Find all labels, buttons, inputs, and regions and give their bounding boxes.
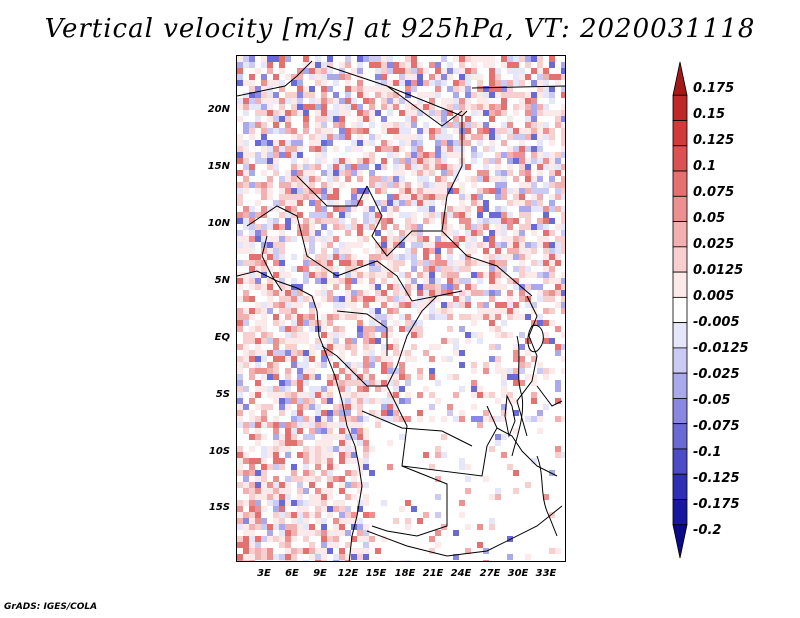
- lat-label: 10S: [208, 446, 230, 457]
- colorbar-swatch: [672, 499, 688, 526]
- lat-label: 15S: [208, 502, 230, 513]
- border-line: [371, 465, 448, 537]
- lon-label: 12E: [337, 568, 359, 579]
- colorbar-swatch: [672, 398, 688, 425]
- border-line: [246, 205, 338, 277]
- colorbar-label: 0.15: [693, 107, 726, 122]
- border-line: [361, 410, 473, 447]
- colorbar-label: 0.075: [693, 185, 735, 200]
- colorbar-label: 0.0125: [693, 263, 744, 278]
- colorbar-label: 0.05: [693, 211, 726, 226]
- colorbar-label: -0.005: [693, 315, 740, 330]
- colorbar: [672, 61, 688, 559]
- border-line: [321, 295, 438, 387]
- lon-label: 24E: [450, 568, 472, 579]
- lat-label: 15N: [207, 161, 230, 172]
- colorbar-swatch: [672, 423, 688, 450]
- colorbar-label: 0.175: [693, 81, 735, 96]
- colorbar-label: -0.175: [693, 497, 740, 512]
- coastline: [237, 270, 363, 561]
- border-line: [261, 235, 283, 292]
- lon-label: 18E: [394, 568, 416, 579]
- velocity-field: [237, 56, 565, 561]
- colorbar-swatch: [672, 271, 688, 298]
- colorbar-swatch: [672, 524, 688, 559]
- lake-outline: [504, 394, 516, 438]
- colorbar-label: -0.1: [693, 445, 722, 460]
- colorbar-swatch: [672, 94, 688, 121]
- lon-label: 9E: [313, 568, 327, 579]
- colorbar-swatch: [672, 195, 688, 222]
- lon-label: 6E: [285, 568, 299, 579]
- lon-label: 15E: [365, 568, 387, 579]
- colorbar-swatch: [672, 120, 688, 147]
- lat-label: 5S: [215, 389, 230, 400]
- colorbar-swatch: [672, 448, 688, 475]
- map-panel: [236, 55, 566, 562]
- lat-label: 10N: [207, 218, 230, 229]
- lon-label: 33E: [535, 568, 557, 579]
- colorbar-label: 0.025: [693, 237, 735, 252]
- colorbar-swatch: [672, 170, 688, 197]
- colorbar-label: 0.1: [693, 159, 717, 174]
- colorbar-label: -0.05: [693, 393, 731, 408]
- colorbar-swatch: [672, 347, 688, 374]
- coastline: [536, 455, 558, 537]
- border-line: [471, 85, 565, 89]
- lat-label: 20N: [207, 104, 230, 115]
- colorbar-label: 0.125: [693, 133, 735, 148]
- border-line: [386, 85, 468, 117]
- border-line: [336, 310, 388, 356]
- colorbar-label: -0.0125: [693, 341, 749, 356]
- colorbar-swatch: [672, 296, 688, 324]
- lake-outline: [527, 324, 544, 353]
- colorbar-swatch: [672, 473, 688, 500]
- colorbar-label: 0.005: [693, 289, 735, 304]
- colorbar-swatch: [672, 322, 688, 349]
- lat-label: 5N: [214, 275, 230, 286]
- field-cells: [237, 56, 565, 561]
- border-line: [516, 295, 538, 437]
- border-line: [366, 185, 442, 257]
- lon-label: 30E: [507, 568, 529, 579]
- border-line: [336, 260, 463, 302]
- lon-label: 3E: [257, 568, 271, 579]
- colorbar-label: -0.075: [693, 419, 740, 434]
- footer-credit: GrADS: IGES/COLA: [4, 602, 98, 612]
- lon-label: 27E: [479, 568, 501, 579]
- colorbar-swatch: [672, 372, 688, 399]
- border-line: [237, 60, 313, 97]
- border-line: [326, 65, 463, 127]
- colorbar-label: -0.2: [693, 523, 722, 538]
- border-line: [441, 116, 463, 232]
- border-line: [296, 175, 368, 207]
- country-borders: [237, 60, 565, 561]
- colorbar-swatch: [672, 221, 688, 248]
- chart-title: Vertical velocity [m/s] at 925hPa, VT: 2…: [44, 14, 756, 44]
- colorbar-swatch: [672, 145, 688, 172]
- lat-label: EQ: [214, 332, 230, 343]
- colorbar-label: -0.025: [693, 367, 740, 382]
- border-line: [441, 230, 533, 297]
- border-line: [536, 385, 563, 407]
- lon-label: 21E: [422, 568, 444, 579]
- coastline: [511, 335, 524, 457]
- colorbar-swatch: [672, 246, 688, 273]
- colorbar-label: -0.125: [693, 471, 740, 486]
- border-line: [496, 427, 558, 477]
- border-line: [366, 505, 563, 557]
- colorbar-swatch: [672, 61, 688, 96]
